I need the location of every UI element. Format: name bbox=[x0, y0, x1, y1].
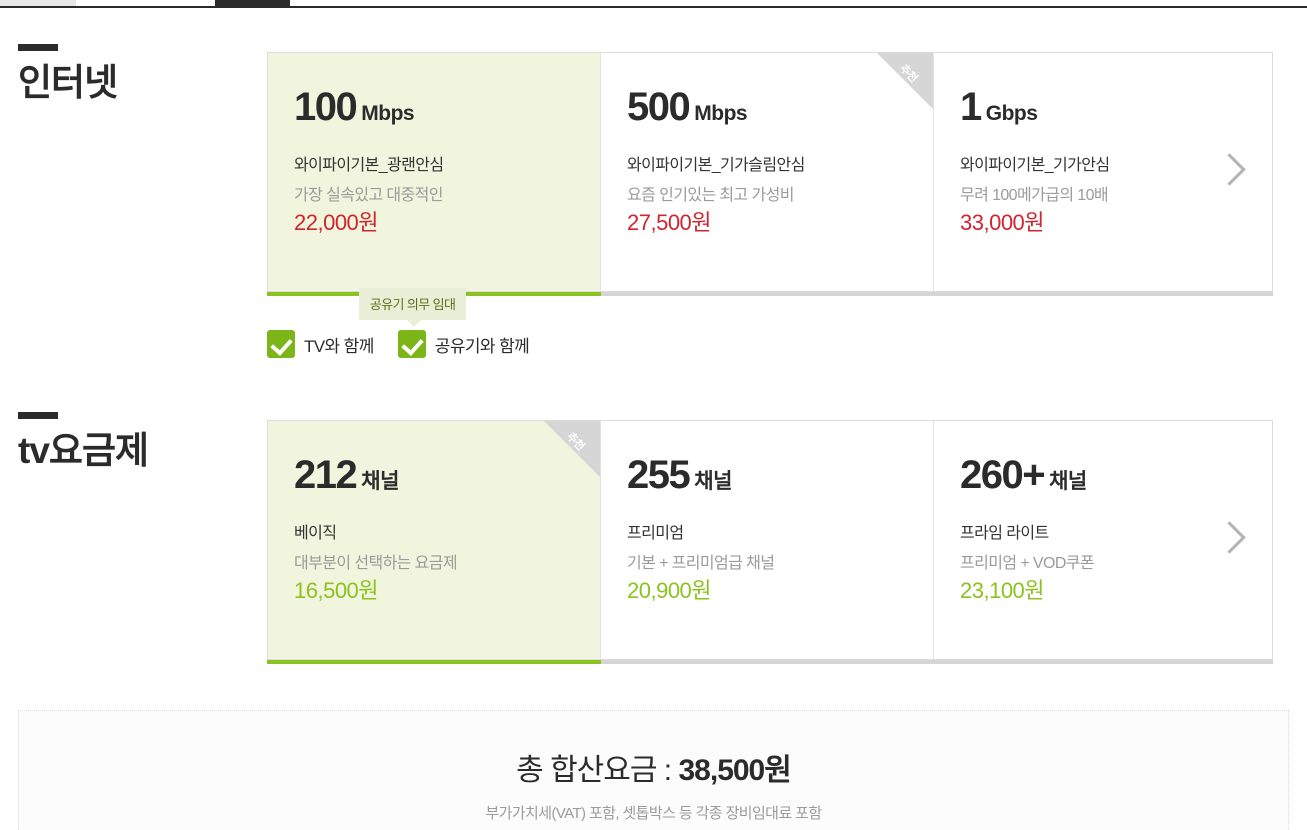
internet-card-100mbps-price: 22,000원 bbox=[294, 210, 379, 235]
checkbox-checked-icon[interactable] bbox=[267, 330, 295, 358]
tab-strip-rule bbox=[0, 6, 1307, 8]
tab-inactive[interactable] bbox=[0, 0, 76, 6]
internet-card-500mbps-headline: 500 Mbps bbox=[627, 87, 933, 127]
option-tv-together-label: TV와 함께 bbox=[304, 336, 374, 356]
tv-card-255ch-unit: 채널 bbox=[694, 470, 732, 493]
tv-card-212ch-channels: 212 bbox=[294, 453, 358, 497]
total-amount: 38,500원 bbox=[678, 754, 791, 787]
internet-card-100mbps[interactable]: 100 Mbps 와이파이기본_광랜안심 가장 실속있고 대중적인 22,000원 bbox=[268, 53, 601, 291]
tv-selected-accent bbox=[267, 660, 601, 664]
internet-card-1gbps-price: 33,000원 bbox=[960, 210, 1045, 235]
tv-row-underline bbox=[267, 660, 1273, 664]
tv-card-260ch-channels: 260+ bbox=[960, 453, 1046, 497]
internet-card-100mbps-plan-name: 와이파이기본_광랜안심 bbox=[294, 157, 444, 174]
internet-card-100mbps-headline: 100 Mbps bbox=[294, 87, 600, 127]
tv-card-255ch-headline: 255 채널 bbox=[627, 455, 933, 495]
tv-card-255ch[interactable]: 255 채널 프리미엄 기본 + 프리미엄급 채널 20,900원 bbox=[601, 421, 934, 659]
tv-card-260ch-price: 23,100원 bbox=[960, 578, 1045, 603]
tv-card-255ch-plan-desc: 기본 + 프리미엄급 채널 bbox=[627, 555, 775, 572]
total-label: 총 합산요금 : bbox=[516, 754, 679, 787]
option-tv-together[interactable]: TV와 함께 bbox=[267, 330, 374, 358]
tab-active[interactable] bbox=[215, 0, 290, 7]
total-note: 부가가치세(VAT) 포함, 셋톱박스 등 각종 장비임대료 포함 bbox=[485, 805, 822, 822]
tv-next-chevron-icon[interactable] bbox=[1218, 518, 1240, 562]
tv-card-212ch-plan-desc: 대부분이 선택하는 요금제 bbox=[294, 555, 458, 572]
internet-card-500mbps[interactable]: 추천 500 Mbps 와이파이기본_기가슬림안심 요즘 인기있는 최고 가성비 … bbox=[601, 53, 934, 291]
internet-card-1gbps[interactable]: 1 Gbps 와이파이기본_기가안심 무려 100메가급의 10배 33,000원 bbox=[934, 53, 1272, 291]
internet-card-500mbps-speed: 500 bbox=[627, 85, 691, 129]
internet-card-500mbps-unit: Mbps bbox=[694, 102, 748, 125]
section-dash-icon bbox=[18, 412, 58, 419]
internet-card-1gbps-speed: 1 bbox=[960, 85, 982, 129]
internet-card-500mbps-price: 27,500원 bbox=[627, 210, 712, 235]
tv-card-260ch-plan-name: 프라임 라이트 bbox=[960, 525, 1049, 542]
section-dash-icon bbox=[18, 44, 58, 51]
internet-card-1gbps-headline: 1 Gbps bbox=[960, 87, 1272, 127]
internet-card-100mbps-unit: Mbps bbox=[361, 102, 415, 125]
total-summary-box: 총 합산요금 : 38,500원 부가가치세(VAT) 포함, 셋톱박스 등 각… bbox=[18, 710, 1289, 830]
tv-card-260ch-plan-desc: 프리미엄 + VOD쿠폰 bbox=[960, 555, 1095, 572]
top-tab-strip bbox=[0, 0, 1307, 8]
internet-card-100mbps-plan-desc: 가장 실속있고 대중적인 bbox=[294, 187, 444, 204]
tv-card-255ch-channels: 255 bbox=[627, 453, 691, 497]
section-internet-label: 인터넷 bbox=[18, 44, 248, 104]
checkbox-checked-icon[interactable] bbox=[397, 330, 426, 358]
tv-card-212ch-unit: 채널 bbox=[361, 470, 399, 493]
section-internet-title: 인터넷 bbox=[18, 62, 118, 103]
section-tv-label: tv요금제 bbox=[18, 412, 248, 472]
internet-next-chevron-icon[interactable] bbox=[1218, 150, 1240, 194]
internet-card-1gbps-unit: Gbps bbox=[985, 102, 1038, 125]
tv-card-260ch-headline: 260+ 채널 bbox=[960, 455, 1272, 495]
tv-card-255ch-price: 20,900원 bbox=[627, 578, 712, 603]
tv-card-212ch-price: 16,500원 bbox=[294, 578, 379, 603]
internet-card-1gbps-plan-name: 와이파이기본_기가안심 bbox=[960, 157, 1110, 174]
tv-card-212ch-plan-name: 베이직 bbox=[294, 525, 337, 542]
tv-card-212ch-headline: 212 채널 bbox=[294, 455, 600, 495]
router-tooltip: 공유기 의무 임대 bbox=[358, 288, 467, 327]
total-summary-line: 총 합산요금 : 38,500원 bbox=[19, 745, 1288, 789]
tv-card-row: 추천 212 채널 베이직 대부분이 선택하는 요금제 16,500원 255 채널… bbox=[267, 420, 1273, 660]
tv-card-212ch[interactable]: 추천 212 채널 베이직 대부분이 선택하는 요금제 16,500원 bbox=[268, 421, 601, 659]
internet-card-100mbps-speed: 100 bbox=[294, 85, 358, 129]
internet-card-500mbps-plan-desc: 요즘 인기있는 최고 가성비 bbox=[627, 187, 794, 204]
tv-card-260ch-unit: 채널 bbox=[1049, 470, 1087, 493]
option-router-together-label: 공유기와 함께 bbox=[434, 336, 530, 356]
option-router-together[interactable]: 공유기 의무 임대 공유기와 함께 bbox=[358, 288, 530, 358]
internet-card-1gbps-plan-desc: 무려 100메가급의 10배 bbox=[960, 187, 1109, 204]
internet-card-row: 100 Mbps 와이파이기본_광랜안심 가장 실속있고 대중적인 22,000원… bbox=[267, 52, 1273, 292]
tv-card-260ch[interactable]: 260+ 채널 프라임 라이트 프리미엄 + VOD쿠폰 23,100원 bbox=[934, 421, 1272, 659]
internet-card-500mbps-plan-name: 와이파이기본_기가슬림안심 bbox=[627, 157, 805, 174]
internet-options: TV와 함께 공유기 의무 임대 공유기와 함께 bbox=[267, 288, 530, 358]
tv-card-255ch-plan-name: 프리미엄 bbox=[627, 525, 684, 542]
section-tv-title: tv요금제 bbox=[18, 430, 149, 471]
